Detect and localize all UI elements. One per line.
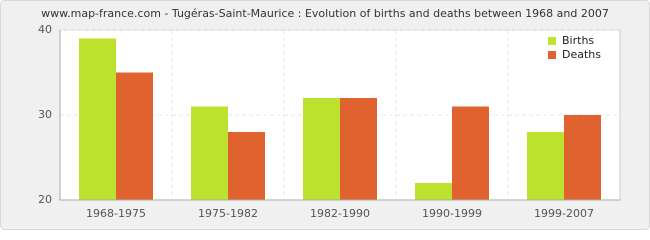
x-tick-label: 1982-1990 (310, 207, 370, 220)
x-tick-label: 1990-1999 (422, 207, 482, 220)
legend-label: Births (562, 34, 594, 47)
x-tick-label: 1999-2007 (534, 207, 594, 220)
bar (116, 72, 153, 200)
y-tick-label: 30 (38, 108, 52, 121)
legend-swatch (548, 37, 556, 45)
chart-title: www.map-france.com - Tugéras-Saint-Mauri… (41, 7, 609, 20)
chart: www.map-france.com - Tugéras-Saint-Mauri… (0, 0, 650, 230)
bar (79, 38, 116, 200)
y-tick-label: 40 (38, 23, 52, 36)
bar (191, 106, 228, 200)
bar (452, 106, 489, 200)
bar (564, 115, 601, 200)
bar (228, 132, 265, 200)
bar (303, 98, 340, 200)
y-tick-label: 20 (38, 193, 52, 206)
legend-label: Deaths (562, 48, 601, 61)
bar (340, 98, 377, 200)
bar (415, 183, 452, 200)
x-tick-label: 1975-1982 (198, 207, 258, 220)
bar (527, 132, 564, 200)
legend-swatch (548, 51, 556, 59)
x-tick-label: 1968-1975 (86, 207, 146, 220)
